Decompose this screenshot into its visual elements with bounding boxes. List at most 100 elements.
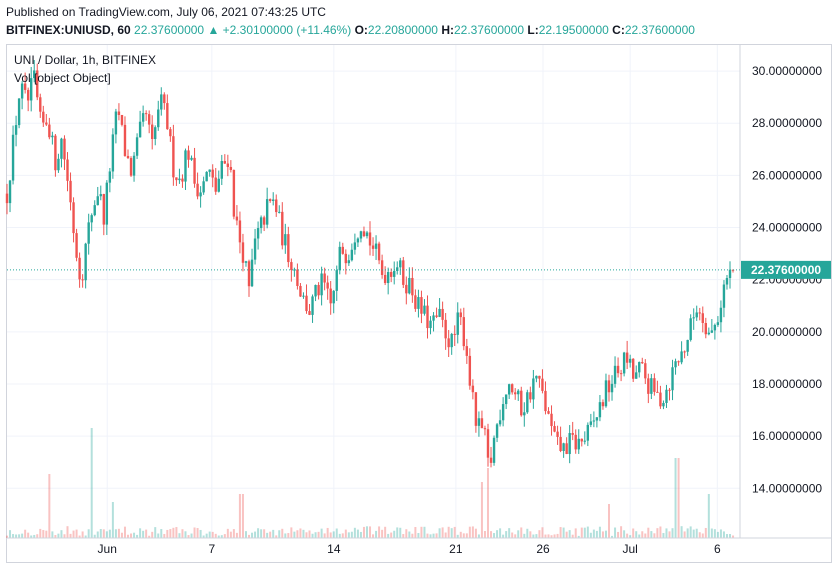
candle bbox=[613, 356, 617, 388]
open-value: 22.20800000 bbox=[367, 23, 438, 37]
low-value: 22.19500000 bbox=[538, 23, 609, 37]
change-value: ▲ +2.30100000 (+11.46%) bbox=[207, 23, 352, 37]
volume-bar bbox=[598, 526, 601, 538]
candle bbox=[492, 435, 496, 466]
volume-bar bbox=[356, 529, 359, 538]
volume-bar bbox=[729, 534, 732, 538]
volume-bar bbox=[408, 531, 411, 538]
volume-bar bbox=[589, 532, 592, 538]
candle bbox=[299, 283, 302, 297]
volume-bar bbox=[656, 528, 659, 538]
chart-frame[interactable] bbox=[6, 44, 832, 563]
candle bbox=[380, 254, 384, 279]
volume-bar bbox=[432, 533, 435, 538]
volume-bar bbox=[668, 531, 671, 538]
candle bbox=[628, 354, 632, 368]
candle bbox=[423, 299, 426, 316]
volume-bar bbox=[248, 534, 251, 538]
candle bbox=[656, 380, 659, 393]
volume-bar bbox=[611, 535, 614, 538]
volume-bar bbox=[435, 533, 438, 538]
candle bbox=[399, 257, 402, 275]
volume-bar bbox=[592, 529, 595, 538]
volume-bar bbox=[269, 531, 272, 538]
candle bbox=[356, 237, 360, 248]
volume-bar bbox=[130, 533, 133, 538]
volume-bar bbox=[716, 531, 719, 538]
volume-bar bbox=[178, 533, 181, 538]
candle bbox=[66, 152, 69, 192]
volume-bar bbox=[196, 528, 199, 538]
volume-bar bbox=[450, 528, 453, 538]
candle bbox=[178, 168, 181, 184]
candle bbox=[350, 243, 354, 262]
candle bbox=[308, 303, 311, 316]
candle bbox=[353, 233, 357, 255]
candle bbox=[184, 148, 187, 190]
candle bbox=[683, 350, 686, 359]
volume-bar bbox=[689, 526, 692, 538]
volume-bar bbox=[193, 527, 196, 538]
low-label: L: bbox=[527, 23, 539, 37]
volume-bar bbox=[54, 535, 57, 538]
candle bbox=[504, 394, 508, 410]
volume-bars bbox=[6, 428, 735, 538]
volume-bar bbox=[127, 534, 130, 538]
volume-bar bbox=[683, 531, 686, 538]
volume-bar bbox=[429, 534, 432, 538]
volume-bar bbox=[114, 529, 117, 538]
volume-bar bbox=[154, 527, 157, 538]
candle bbox=[268, 198, 272, 203]
volume-bar bbox=[520, 527, 523, 538]
volume-bar bbox=[390, 532, 393, 538]
volume-bar bbox=[45, 530, 48, 538]
candle bbox=[217, 170, 220, 193]
volume-bar bbox=[523, 533, 526, 538]
candle bbox=[662, 400, 665, 410]
candle bbox=[641, 357, 644, 364]
volume-bar bbox=[710, 528, 713, 538]
volume-bar bbox=[544, 534, 547, 538]
volume-bar bbox=[257, 528, 260, 538]
volume-bar bbox=[502, 534, 505, 538]
volume-bar bbox=[260, 529, 263, 538]
volume-bar bbox=[626, 533, 629, 538]
candle bbox=[635, 365, 638, 379]
volume-bar bbox=[66, 526, 69, 538]
candle bbox=[719, 300, 723, 333]
candle bbox=[383, 266, 387, 286]
volume-bar bbox=[51, 531, 54, 538]
chart-header: Published on TradingView.com, July 06, 2… bbox=[0, 0, 836, 44]
volume-bar bbox=[550, 535, 553, 538]
candle bbox=[293, 267, 296, 277]
volume-bar bbox=[674, 458, 677, 538]
volume-bar bbox=[202, 535, 205, 538]
candle bbox=[692, 308, 695, 330]
volume-bar bbox=[139, 528, 142, 538]
volume-bar bbox=[644, 533, 647, 538]
candle bbox=[586, 422, 590, 447]
candle bbox=[653, 373, 656, 396]
volume-bar bbox=[662, 533, 665, 538]
candle bbox=[72, 197, 75, 243]
volume-bar bbox=[483, 531, 486, 538]
high-label: H: bbox=[441, 23, 454, 37]
volume-bar bbox=[614, 527, 617, 538]
candle bbox=[57, 153, 60, 173]
volume-bar bbox=[719, 529, 722, 538]
candle bbox=[114, 108, 118, 144]
candle bbox=[39, 93, 42, 118]
candle bbox=[722, 280, 726, 318]
volume-bar bbox=[332, 531, 335, 538]
volume-bar bbox=[462, 533, 465, 538]
candle bbox=[344, 249, 348, 275]
volume-bar bbox=[169, 529, 172, 538]
candle bbox=[138, 110, 142, 138]
candle bbox=[229, 160, 233, 173]
candle bbox=[544, 381, 547, 415]
candle bbox=[426, 295, 429, 339]
volume-bar bbox=[290, 527, 293, 538]
candle bbox=[202, 176, 205, 195]
volume-bar bbox=[559, 527, 562, 538]
